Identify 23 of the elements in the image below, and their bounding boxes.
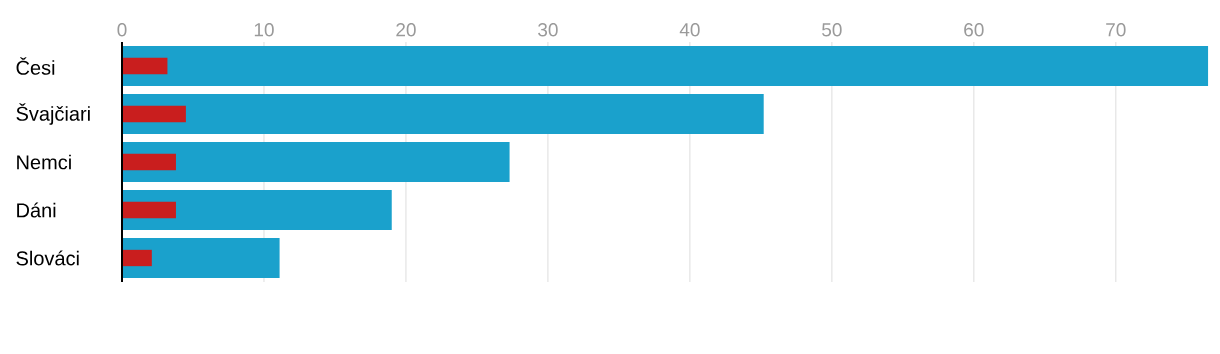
bar	[122, 238, 280, 278]
y-tick-label: Nemci	[17, 154, 71, 170]
bar	[122, 105, 186, 123]
y-tick-label: Švajčiari	[16, 103, 90, 125]
bar	[122, 57, 168, 75]
x-tick-label: 0	[117, 23, 127, 37]
x-tick-label: 60	[964, 23, 984, 37]
x-tick-label: 40	[679, 23, 700, 37]
y-tick-label: Dáni	[17, 202, 56, 218]
x-tick-label: 70	[1106, 23, 1126, 37]
bar	[122, 46, 1209, 86]
x-tick-label: 30	[538, 23, 558, 37]
bar	[122, 142, 510, 182]
bar	[122, 201, 176, 219]
bar	[122, 153, 176, 171]
bar	[122, 94, 764, 134]
bar	[122, 190, 392, 230]
bar	[122, 249, 152, 267]
x-tick-label: 50	[822, 23, 842, 37]
y-tick-label: Slováci	[16, 250, 79, 266]
x-tick-label: 20	[396, 23, 416, 37]
x-tick-label: 10	[254, 23, 274, 37]
y-tick-label: Česi	[16, 57, 55, 75]
